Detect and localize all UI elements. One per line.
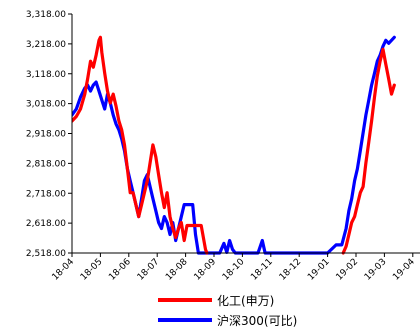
legend: 化工(申万) 沪深300(可比) bbox=[158, 294, 297, 328]
x-tick-label: 18-09 bbox=[193, 257, 219, 283]
plot-area bbox=[72, 35, 396, 255]
y-tick-label: 3,118.00 bbox=[26, 70, 66, 80]
x-tick-label: 18-05 bbox=[79, 257, 105, 283]
y-tick-label: 2,818.00 bbox=[26, 159, 66, 169]
legend-label-1: 沪深300(可比) bbox=[217, 314, 297, 328]
y-tick-label: 2,718.00 bbox=[26, 189, 66, 199]
series-line-1 bbox=[72, 35, 396, 255]
x-tick-label: 18-10 bbox=[221, 257, 247, 283]
series-line-0-segment-2 bbox=[341, 47, 396, 255]
x-tick-label: 18-11 bbox=[249, 257, 275, 283]
x-tick-label: 18-12 bbox=[278, 257, 304, 283]
x-tick-label: 19-01 bbox=[306, 257, 332, 283]
legend-label-0: 化工(申万) bbox=[217, 294, 274, 308]
y-tick-label: 2,518.00 bbox=[26, 249, 66, 259]
x-tick-label: 18-04 bbox=[51, 257, 77, 283]
y-tick-label: 2,618.00 bbox=[26, 219, 66, 229]
x-tick-label: 18-07 bbox=[136, 257, 162, 283]
series-line-0 bbox=[72, 35, 209, 255]
y-tick-label: 3,218.00 bbox=[26, 40, 66, 50]
x-tick-label: 19-03 bbox=[363, 257, 389, 283]
x-tick-label: 19-04 bbox=[391, 257, 417, 283]
x-tick-label: 18-08 bbox=[164, 257, 190, 283]
y-tick-label: 2,918.00 bbox=[26, 130, 66, 140]
x-tick-label: 18-06 bbox=[107, 257, 133, 283]
x-tick-label: 19-02 bbox=[335, 257, 361, 283]
y-tick-label: 3,318.00 bbox=[26, 10, 66, 20]
y-tick-label: 3,018.00 bbox=[26, 100, 66, 110]
